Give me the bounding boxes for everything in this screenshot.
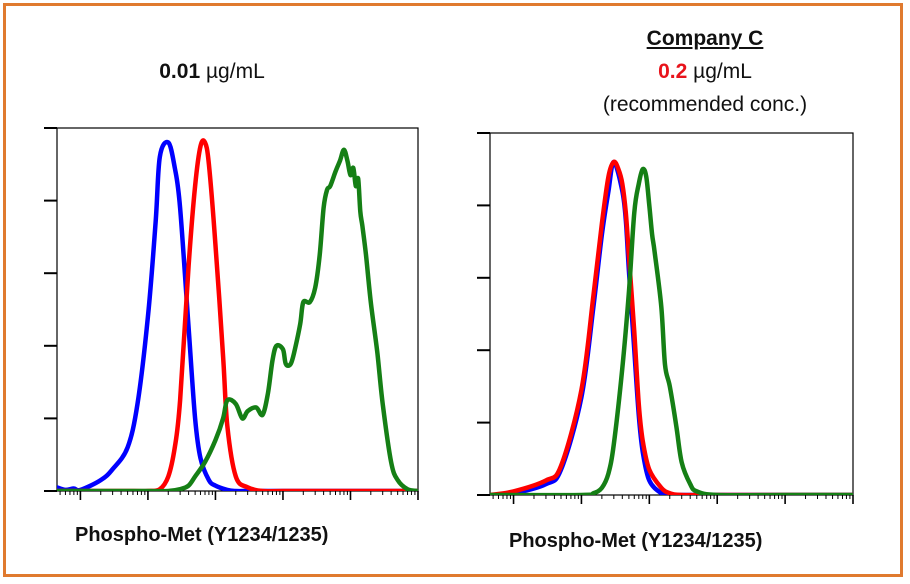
histogram-series-2 bbox=[57, 138, 418, 491]
figure-border bbox=[3, 3, 903, 577]
histogram-series-1 bbox=[490, 159, 853, 495]
histogram-series-3 bbox=[57, 147, 418, 491]
histogram-series-3 bbox=[490, 166, 853, 495]
plot-frame bbox=[56, 127, 419, 492]
panel-2-concentration-unit: µg/mL bbox=[687, 60, 752, 83]
panel-2-x-axis-title: Phospho-Met (Y1234/1235) bbox=[509, 530, 763, 552]
histogram-series-1 bbox=[57, 139, 418, 491]
plot-frame bbox=[489, 132, 854, 496]
panel-1-concentration-value: 0.01 bbox=[159, 60, 201, 83]
panel-2-company-title: Company C bbox=[646, 27, 764, 50]
panel-2-concentration-value: 0.2 bbox=[658, 60, 688, 83]
panel-2-concentration: 0.2 µg/mL bbox=[658, 60, 752, 84]
panel-1-concentration: 0.01 µg/mL bbox=[159, 60, 265, 84]
histogram-series-2 bbox=[490, 159, 853, 495]
panel-1-x-axis-title: Phospho-Met (Y1234/1235) bbox=[75, 524, 329, 546]
panel-2-note: (recommended conc.) bbox=[602, 93, 808, 116]
panel-1-concentration-unit: µg/mL bbox=[200, 60, 265, 83]
histogram-panel-2 bbox=[477, 132, 854, 504]
histogram-panel-1 bbox=[44, 127, 419, 500]
